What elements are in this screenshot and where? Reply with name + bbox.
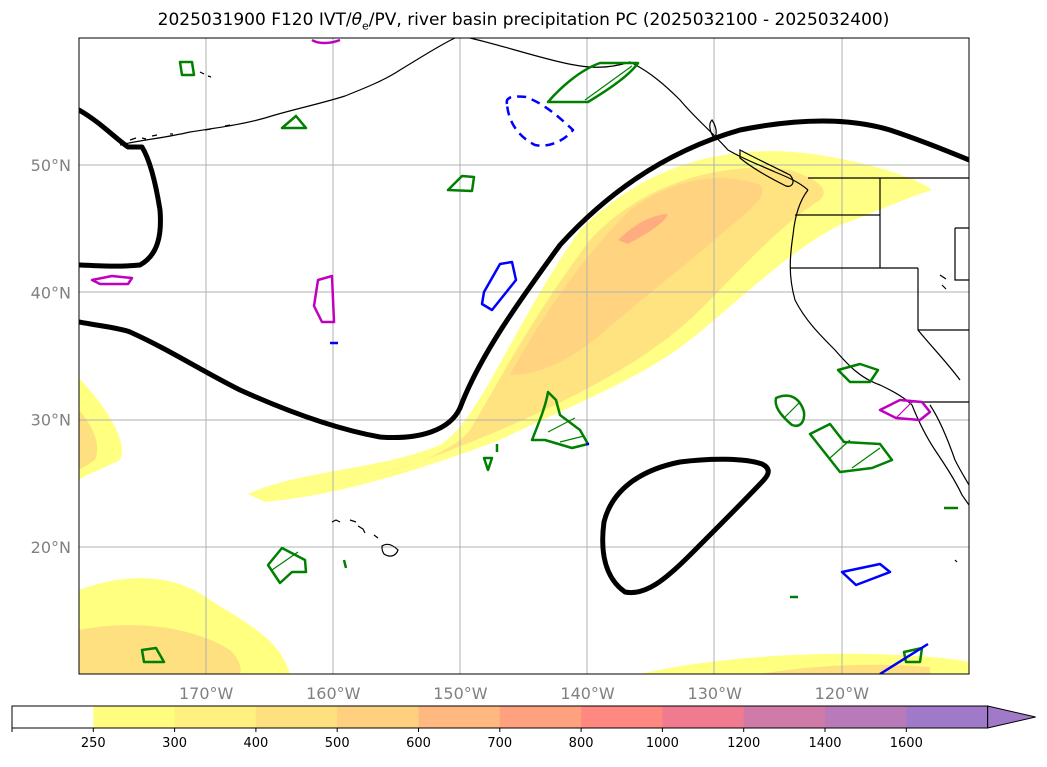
islands-hawaii	[331, 519, 399, 557]
ivt-fill-southeast-inner	[760, 664, 930, 674]
precip-pc-contours	[90, 38, 958, 674]
lat-tick-label: 50°N	[31, 156, 71, 175]
colorbar-tick-label: 500	[325, 736, 350, 751]
colorbar-tick-label: 300	[162, 736, 187, 751]
pc-blue-dashed-gulf	[505, 95, 575, 147]
colorbar-segment	[93, 706, 176, 728]
pv-contour-main	[79, 118, 969, 441]
map-frame	[78, 37, 970, 675]
colorbar-tick-label: 600	[406, 736, 431, 751]
colorbar-tick-label: 400	[243, 736, 268, 751]
pc-green-hawaii-hatch	[271, 551, 299, 571]
pc-magenta-top	[311, 38, 341, 45]
pc-green-alaska	[546, 61, 640, 104]
pc-green-small-1	[178, 60, 196, 77]
title-theta: θ	[351, 10, 362, 30]
pc-green-alaska-hatch	[584, 65, 633, 101]
colorbar-tick-label: 800	[569, 736, 594, 751]
lon-tick-label: 120°W	[815, 684, 870, 703]
pv-contours	[79, 107, 969, 596]
title-subscript: e	[362, 19, 369, 33]
pc-green-east-2	[808, 422, 894, 474]
pc-magenta-west	[90, 274, 134, 286]
pc-green-east-1	[774, 394, 806, 427]
islands-socorro	[954, 559, 958, 563]
pc-magenta-socal-hatch	[895, 401, 913, 419]
colorbar-tick-label: 1400	[808, 736, 841, 751]
pc-green-east-1-hatch	[783, 401, 801, 419]
colorbar-tick-label: 1200	[727, 736, 760, 751]
colorbar-segment	[581, 706, 663, 728]
ivt-fill-west-inner	[79, 410, 98, 470]
pv-contour-cutoff-low	[600, 456, 771, 596]
title-prefix: 2025031900 F120 IVT/	[157, 10, 352, 30]
ivt-shading	[79, 151, 969, 674]
lon-tick-label: 170°W	[179, 684, 234, 703]
ivt-fill-southwest-inner	[79, 625, 241, 674]
longitude-labels: 170°W 160°W 150°W 140°W 130°W 120°W	[179, 684, 869, 703]
ivt-fill-main-inner	[510, 178, 763, 375]
lon-tick-label: 160°W	[306, 684, 361, 703]
pc-blue-south	[840, 562, 892, 587]
colorbar-tick-label: 700	[487, 736, 512, 751]
colorbar: 250 300 400 500 600 700 800 1000 1200 1400 1600	[11, 705, 1036, 751]
pc-green-east-2-hatch	[829, 439, 881, 469]
pc-green-small-2	[280, 114, 308, 130]
colorbar-tick-label: 250	[81, 736, 106, 751]
latitude-labels: 20°N 30°N 40°N 50°N	[31, 156, 71, 557]
colorbar-segment	[174, 706, 257, 728]
map-title: 2025031900 F120 IVT/θe/PV, river basin p…	[0, 10, 1047, 32]
islands-aleutian	[129, 124, 231, 141]
coast-gulf-california	[929, 404, 969, 486]
pc-green-central	[530, 390, 590, 450]
pc-green-small-6	[342, 559, 348, 569]
island-vancouver	[739, 149, 794, 187]
colorbar-segment	[499, 706, 582, 728]
coastlines	[119, 38, 969, 563]
pc-green-south	[140, 646, 166, 664]
title-suffix: /PV, river basin precipitation PC (20250…	[368, 10, 890, 30]
pc-green-hawaii	[266, 546, 308, 585]
colorbar-segment	[906, 706, 989, 728]
coast-us-west	[789, 189, 913, 406]
colorbar-segment	[743, 706, 826, 728]
colorbar-segment	[662, 706, 745, 728]
islands-pribilof	[199, 71, 212, 78]
pc-green-small-3	[446, 174, 476, 193]
colorbar-tick-label: 1600	[890, 736, 923, 751]
border-ut	[954, 227, 969, 281]
coast-gulf-of-alaska	[469, 38, 809, 191]
islands-channel	[939, 274, 947, 290]
colorbar-segment	[418, 706, 501, 728]
lon-tick-label: 150°W	[433, 684, 488, 703]
pc-green-central-hatch	[547, 417, 585, 443]
lat-tick-label: 20°N	[31, 538, 71, 557]
colorbar-extend-arrow	[987, 705, 1036, 729]
pc-green-socal	[836, 362, 880, 384]
colorbar-segment	[12, 706, 94, 728]
lon-tick-label: 130°W	[688, 684, 743, 703]
lon-tick-label: 140°W	[560, 684, 615, 703]
coast-alaska-peninsula	[119, 38, 456, 146]
colorbar-tick-label: 1000	[646, 736, 679, 751]
colorbar-segment	[255, 706, 338, 728]
colorbar-segment	[337, 706, 419, 728]
ivt-fill-core	[618, 214, 668, 244]
pv-contour-northwest	[79, 107, 163, 269]
pc-blue-mid	[480, 260, 518, 312]
lat-tick-label: 40°N	[31, 283, 71, 302]
pc-magenta-mid	[312, 274, 336, 324]
pc-green-small-4	[482, 456, 494, 472]
pc-blue-southeast	[879, 642, 929, 674]
colorbar-segment	[825, 706, 907, 728]
lat-tick-label: 30°N	[31, 411, 71, 430]
